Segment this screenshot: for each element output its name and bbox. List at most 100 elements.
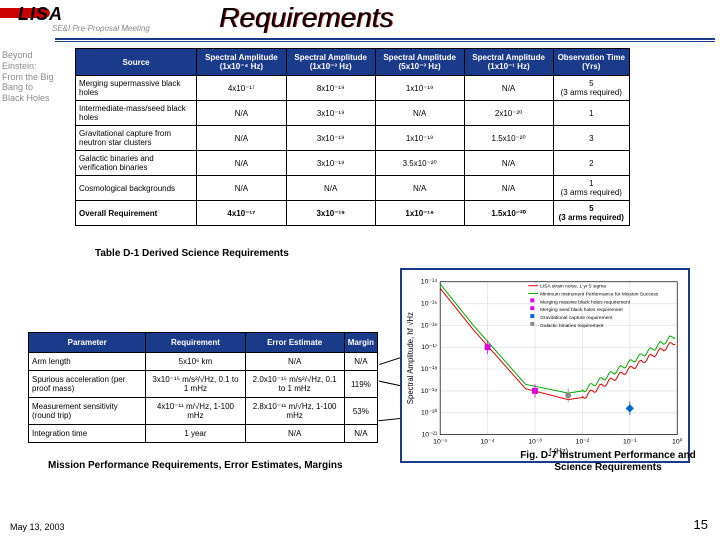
svg-text:10⁻⁴: 10⁻⁴ <box>481 438 495 445</box>
data-cell: 2.8x10⁻¹¹ m/√Hz, 1-100 mHz <box>245 398 344 425</box>
data-cell: 5(3 arms required) <box>553 76 629 101</box>
data-cell: 1 year <box>146 425 245 443</box>
footer-date: May 13, 2003 <box>10 522 65 532</box>
data-cell: N/A <box>464 76 553 101</box>
data-cell: 2.0x10⁻¹⁵ m/s²/√Hz, 0.1 to 1 mHz <box>245 371 344 398</box>
source-cell: Overall Requirement <box>76 201 197 226</box>
logo-text: LISA <box>18 4 63 25</box>
header-rule <box>55 38 715 40</box>
param-cell: Spurious acceleration (per proof mass) <box>29 371 146 398</box>
svg-text:Merging seed black holes requi: Merging seed black holes requirement <box>540 307 623 313</box>
data-cell: 4x10⁻¹⁷ <box>197 201 287 226</box>
chart-caption: Fig. D-7 Instrument Performance and Scie… <box>508 450 708 474</box>
data-cell: 1.5x10⁻²⁰ <box>464 126 553 151</box>
param-cell: Measurement sensitivity (round trip) <box>29 398 146 425</box>
data-cell: N/A <box>464 151 553 176</box>
table-header: Spectral Amplitude (1x10⁻³ Hz) <box>286 49 375 76</box>
table1-caption: Table D-1 Derived Science Requirements <box>95 248 289 259</box>
side-tagline: Beyond Einstein: From the Big Bang to Bl… <box>2 50 54 104</box>
svg-text:10⁻¹⁶: 10⁻¹⁶ <box>421 322 438 329</box>
data-cell: 4x10⁻¹⁷ <box>197 76 287 101</box>
svg-text:10⁻¹: 10⁻¹ <box>623 438 637 445</box>
svg-text:Galactic binaries requirement: Galactic binaries requirement <box>540 323 604 329</box>
header-rule-thin <box>55 41 715 42</box>
svg-text:LISA strain noise, 1 yr 5 sigm: LISA strain noise, 1 yr 5 sigma <box>540 284 606 290</box>
source-cell: Intermediate-mass/seed black holes <box>76 101 197 126</box>
data-cell: N/A <box>245 353 344 371</box>
slide-title: RequirementsRequirements <box>220 2 394 34</box>
data-cell: 8x10⁻¹⁹ <box>286 76 375 101</box>
svg-text:10⁻²: 10⁻² <box>576 438 590 445</box>
data-cell: 3x10⁻¹⁵ m/s²/√Hz, 0.1 to 1 mHz <box>146 371 245 398</box>
table-row: Merging supermassive black holes4x10⁻¹⁷8… <box>76 76 630 101</box>
svg-text:10⁻²⁰: 10⁻²⁰ <box>421 409 438 417</box>
svg-text:10⁻¹⁴: 10⁻¹⁴ <box>421 279 438 286</box>
table-header: Error Estimate <box>245 333 344 353</box>
logo-subtitle: SE&I Pre-Proposal Meeting <box>52 24 150 33</box>
data-cell: N/A <box>197 176 287 201</box>
data-cell: 3x10⁻¹⁹ <box>286 101 375 126</box>
data-cell: 1x10⁻¹⁹ <box>375 126 464 151</box>
data-cell: 1.5x10⁻²⁰ <box>464 201 553 226</box>
mission-performance-table: ParameterRequirementError EstimateMargin… <box>28 332 378 443</box>
svg-text:Gravitational capture requirem: Gravitational capture requirement <box>540 315 613 321</box>
data-cell: 2x10⁻²⁰ <box>464 101 553 126</box>
table-header: Spectral Amplitude (1x10⁻⁴ Hz) <box>197 49 287 76</box>
source-cell: Cosmological backgrounds <box>76 176 197 201</box>
table-header: Source <box>76 49 197 76</box>
data-cell: 3x10⁻¹⁹ <box>286 201 375 226</box>
data-cell: 3 <box>553 126 629 151</box>
svg-text:Spectral Amplitude, hf √Hz: Spectral Amplitude, hf √Hz <box>406 312 415 404</box>
data-cell: N/A <box>245 425 344 443</box>
data-cell: N/A <box>197 126 287 151</box>
param-cell: Integration time <box>29 425 146 443</box>
table-header: Spectral Amplitude (1x10⁻¹ Hz) <box>464 49 553 76</box>
data-cell: N/A <box>197 151 287 176</box>
svg-text:10⁻³: 10⁻³ <box>528 438 542 445</box>
data-cell: 1x10⁻¹⁹ <box>375 201 464 226</box>
table-row: Integration time1 yearN/AN/A <box>29 425 378 443</box>
svg-text:10⁰: 10⁰ <box>672 437 683 445</box>
svg-text:Merging massive black holes re: Merging massive black holes requirement <box>540 299 631 305</box>
source-cell: Galactic binaries and verification binar… <box>76 151 197 176</box>
table-header: Requirement <box>146 333 245 353</box>
data-cell: N/A <box>375 101 464 126</box>
svg-text:10⁻¹⁵: 10⁻¹⁵ <box>421 301 438 308</box>
data-cell: N/A <box>464 176 553 201</box>
table-header: Margin <box>344 333 377 353</box>
data-cell: 119% <box>344 371 377 398</box>
table-header: Spectral Amplitude (5x10⁻³ Hz) <box>375 49 464 76</box>
data-cell: 1 <box>553 101 629 126</box>
table2-caption: Mission Performance Requirements, Error … <box>48 460 343 471</box>
param-cell: Arm length <box>29 353 146 371</box>
svg-text:10⁻⁵: 10⁻⁵ <box>433 438 447 445</box>
table-row: Gravitational capture from neutron star … <box>76 126 630 151</box>
svg-text:10⁻¹⁸: 10⁻¹⁸ <box>421 366 438 373</box>
data-cell: N/A <box>286 176 375 201</box>
svg-text:10⁻¹⁹: 10⁻¹⁹ <box>421 388 438 395</box>
slide-header: LISA SE&I Pre-Proposal Meeting Requireme… <box>0 0 720 50</box>
data-cell: 5x10⁶ km <box>146 353 245 371</box>
svg-text:10⁻²¹: 10⁻²¹ <box>421 432 438 439</box>
page-number: 15 <box>694 517 708 532</box>
table-header: Parameter <box>29 333 146 353</box>
data-cell: N/A <box>344 353 377 371</box>
data-cell: 3x10⁻¹⁹ <box>286 126 375 151</box>
table-row: Measurement sensitivity (round trip)4x10… <box>29 398 378 425</box>
table-row: Galactic binaries and verification binar… <box>76 151 630 176</box>
data-cell: N/A <box>197 101 287 126</box>
svg-text:Minimum Instrument Performance: Minimum Instrument Performance for Missi… <box>540 291 659 297</box>
table-header: Observation Time (Yrs) <box>553 49 629 76</box>
sensitivity-chart: 10⁻⁵ 10⁻⁴ 10⁻³ 10⁻² 10⁻¹ 10⁰ 10⁻²¹ 10⁻²⁰ 10⁻¹⁹ 10… <box>400 268 690 463</box>
data-cell: 2 <box>553 151 629 176</box>
table-row: Intermediate-mass/seed black holesN/A3x1… <box>76 101 630 126</box>
overall-row: Overall Requirement4x10⁻¹⁷3x10⁻¹⁹1x10⁻¹⁹… <box>76 201 630 226</box>
data-cell: 5(3 arms required) <box>553 201 629 226</box>
table-row: Spurious acceleration (per proof mass)3x… <box>29 371 378 398</box>
table-row: Cosmological backgroundsN/AN/AN/AN/A1(3 … <box>76 176 630 201</box>
data-cell: 53% <box>344 398 377 425</box>
data-cell: 3x10⁻¹⁹ <box>286 151 375 176</box>
data-cell: 1(3 arms required) <box>553 176 629 201</box>
data-cell: 3.5x10⁻²⁰ <box>375 151 464 176</box>
science-requirements-table: SourceSpectral Amplitude (1x10⁻⁴ Hz)Spec… <box>75 48 630 226</box>
